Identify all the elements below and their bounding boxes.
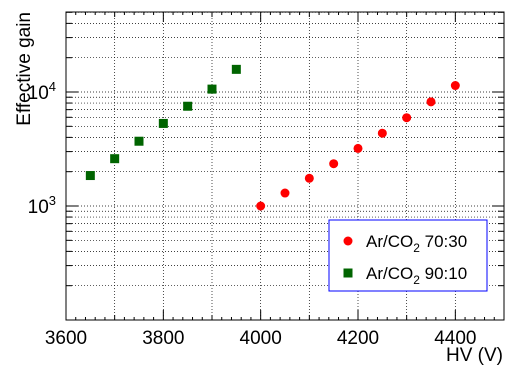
legend-label-1: Ar/CO2 70:30 [366, 232, 467, 255]
y-tick-label: 103 [28, 193, 56, 218]
legend: Ar/CO2 70:30 Ar/CO2 90:10 [328, 219, 488, 292]
plot-frame [65, 11, 505, 321]
data-point-2 [183, 101, 193, 111]
data-point-1 [377, 128, 387, 138]
x-tick-label: 4400 [434, 328, 476, 349]
x-axis-title: HV (V) [446, 345, 503, 365]
y-tick-labels: 103 104 [28, 79, 56, 218]
data-point-2 [85, 171, 95, 181]
data-point-2 [231, 64, 241, 74]
legend-label-2: Ar/CO2 90:10 [366, 264, 467, 287]
data-point-1 [304, 173, 314, 183]
data-point-1 [353, 143, 363, 153]
x-tick-label: 4200 [337, 328, 379, 349]
legend-marker-2 [343, 268, 353, 278]
data-point-2 [110, 154, 120, 164]
data-point-2 [134, 136, 144, 146]
x-tick-label: 3800 [142, 328, 184, 349]
data-points [85, 64, 460, 211]
y-tick-label: 104 [28, 79, 56, 104]
data-point-2 [158, 118, 168, 128]
data-point-1 [402, 113, 412, 123]
data-point-1 [256, 201, 266, 211]
y-axis-title: Effective gain [14, 12, 35, 126]
data-point-2 [207, 84, 217, 94]
x-tick-label: 4000 [240, 328, 282, 349]
data-point-1 [426, 97, 436, 107]
data-point-1 [329, 159, 339, 169]
data-point-1 [280, 188, 290, 198]
data-point-1 [450, 81, 460, 91]
legend-marker-1 [343, 236, 353, 246]
x-tick-label: 3600 [45, 328, 87, 349]
legend-box [328, 219, 488, 292]
x-tick-labels: 3600 3800 4000 4200 4400 [45, 328, 477, 349]
axis-ticks [65, 11, 505, 321]
